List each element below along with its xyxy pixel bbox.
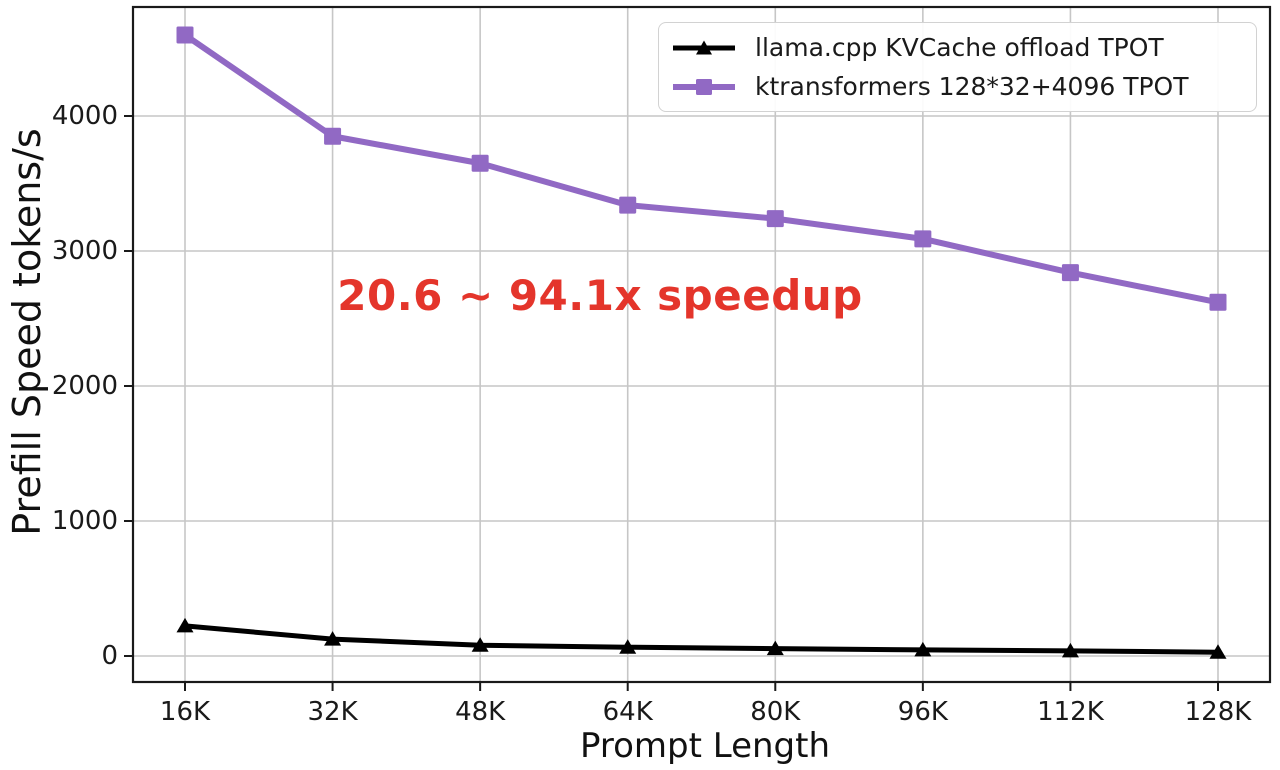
triangle-marker xyxy=(1209,644,1227,659)
triangle-marker xyxy=(324,631,342,646)
square-marker xyxy=(914,230,932,248)
triangle-marker xyxy=(471,637,489,652)
triangle-marker xyxy=(766,640,784,656)
legend-item-llamacpp: llama.cpp KVCache offload TPOT xyxy=(671,29,1242,67)
x-tick-label: 128K xyxy=(1184,697,1252,727)
square-marker xyxy=(619,196,637,214)
square-marker xyxy=(766,210,784,228)
x-tick-label: 16K xyxy=(159,697,211,727)
x-tick-label: 80K xyxy=(750,697,801,727)
triangle-marker xyxy=(619,639,637,654)
purple-line-square-marker-swatch xyxy=(673,78,735,95)
x-tick-label: 96K xyxy=(897,697,948,727)
triangle-marker xyxy=(1061,642,1079,658)
black-line-triangle-marker-swatch xyxy=(673,40,735,54)
square-marker xyxy=(1209,293,1227,311)
plot-border xyxy=(131,5,1272,684)
square-marker xyxy=(471,154,489,172)
x-tick-label: 112K xyxy=(1037,697,1104,727)
tick-marks xyxy=(124,115,1219,691)
gridlines xyxy=(133,7,1270,682)
legend-label-llamacpp: llama.cpp KVCache offload TPOT xyxy=(755,33,1164,62)
x-tick-label: 64K xyxy=(602,697,653,727)
series-ktransformers xyxy=(176,26,1227,311)
y-axis-label: Prefill Speed tokens/s xyxy=(5,128,49,536)
y-tick-label: 2000 xyxy=(51,371,118,401)
x-tick-label: 32K xyxy=(307,697,358,727)
legend-item-ktransformers: ktransformers 128*32+4096 TPOT xyxy=(671,68,1242,106)
y-tick-label: 3000 xyxy=(51,236,118,266)
triangle-marker xyxy=(176,617,194,633)
legend-label-ktransformers: ktransformers 128*32+4096 TPOT xyxy=(755,72,1189,101)
triangle-marker xyxy=(914,641,932,657)
legend: llama.cpp KVCache offload TPOT ktransfor… xyxy=(658,22,1257,112)
square-marker xyxy=(1061,264,1079,282)
y-tick-label: 4000 xyxy=(51,101,118,131)
speedup-annotation: 20.6 ~ 94.1x speedup xyxy=(337,271,863,320)
series-llamacpp xyxy=(176,617,1227,659)
y-tick-label: 1000 xyxy=(51,506,118,536)
square-marker xyxy=(324,127,342,145)
x-axis-label: Prompt Length xyxy=(579,726,831,766)
square-marker xyxy=(176,26,194,44)
y-tick-label: 0 xyxy=(101,641,118,671)
x-tick-label: 48K xyxy=(455,697,506,727)
